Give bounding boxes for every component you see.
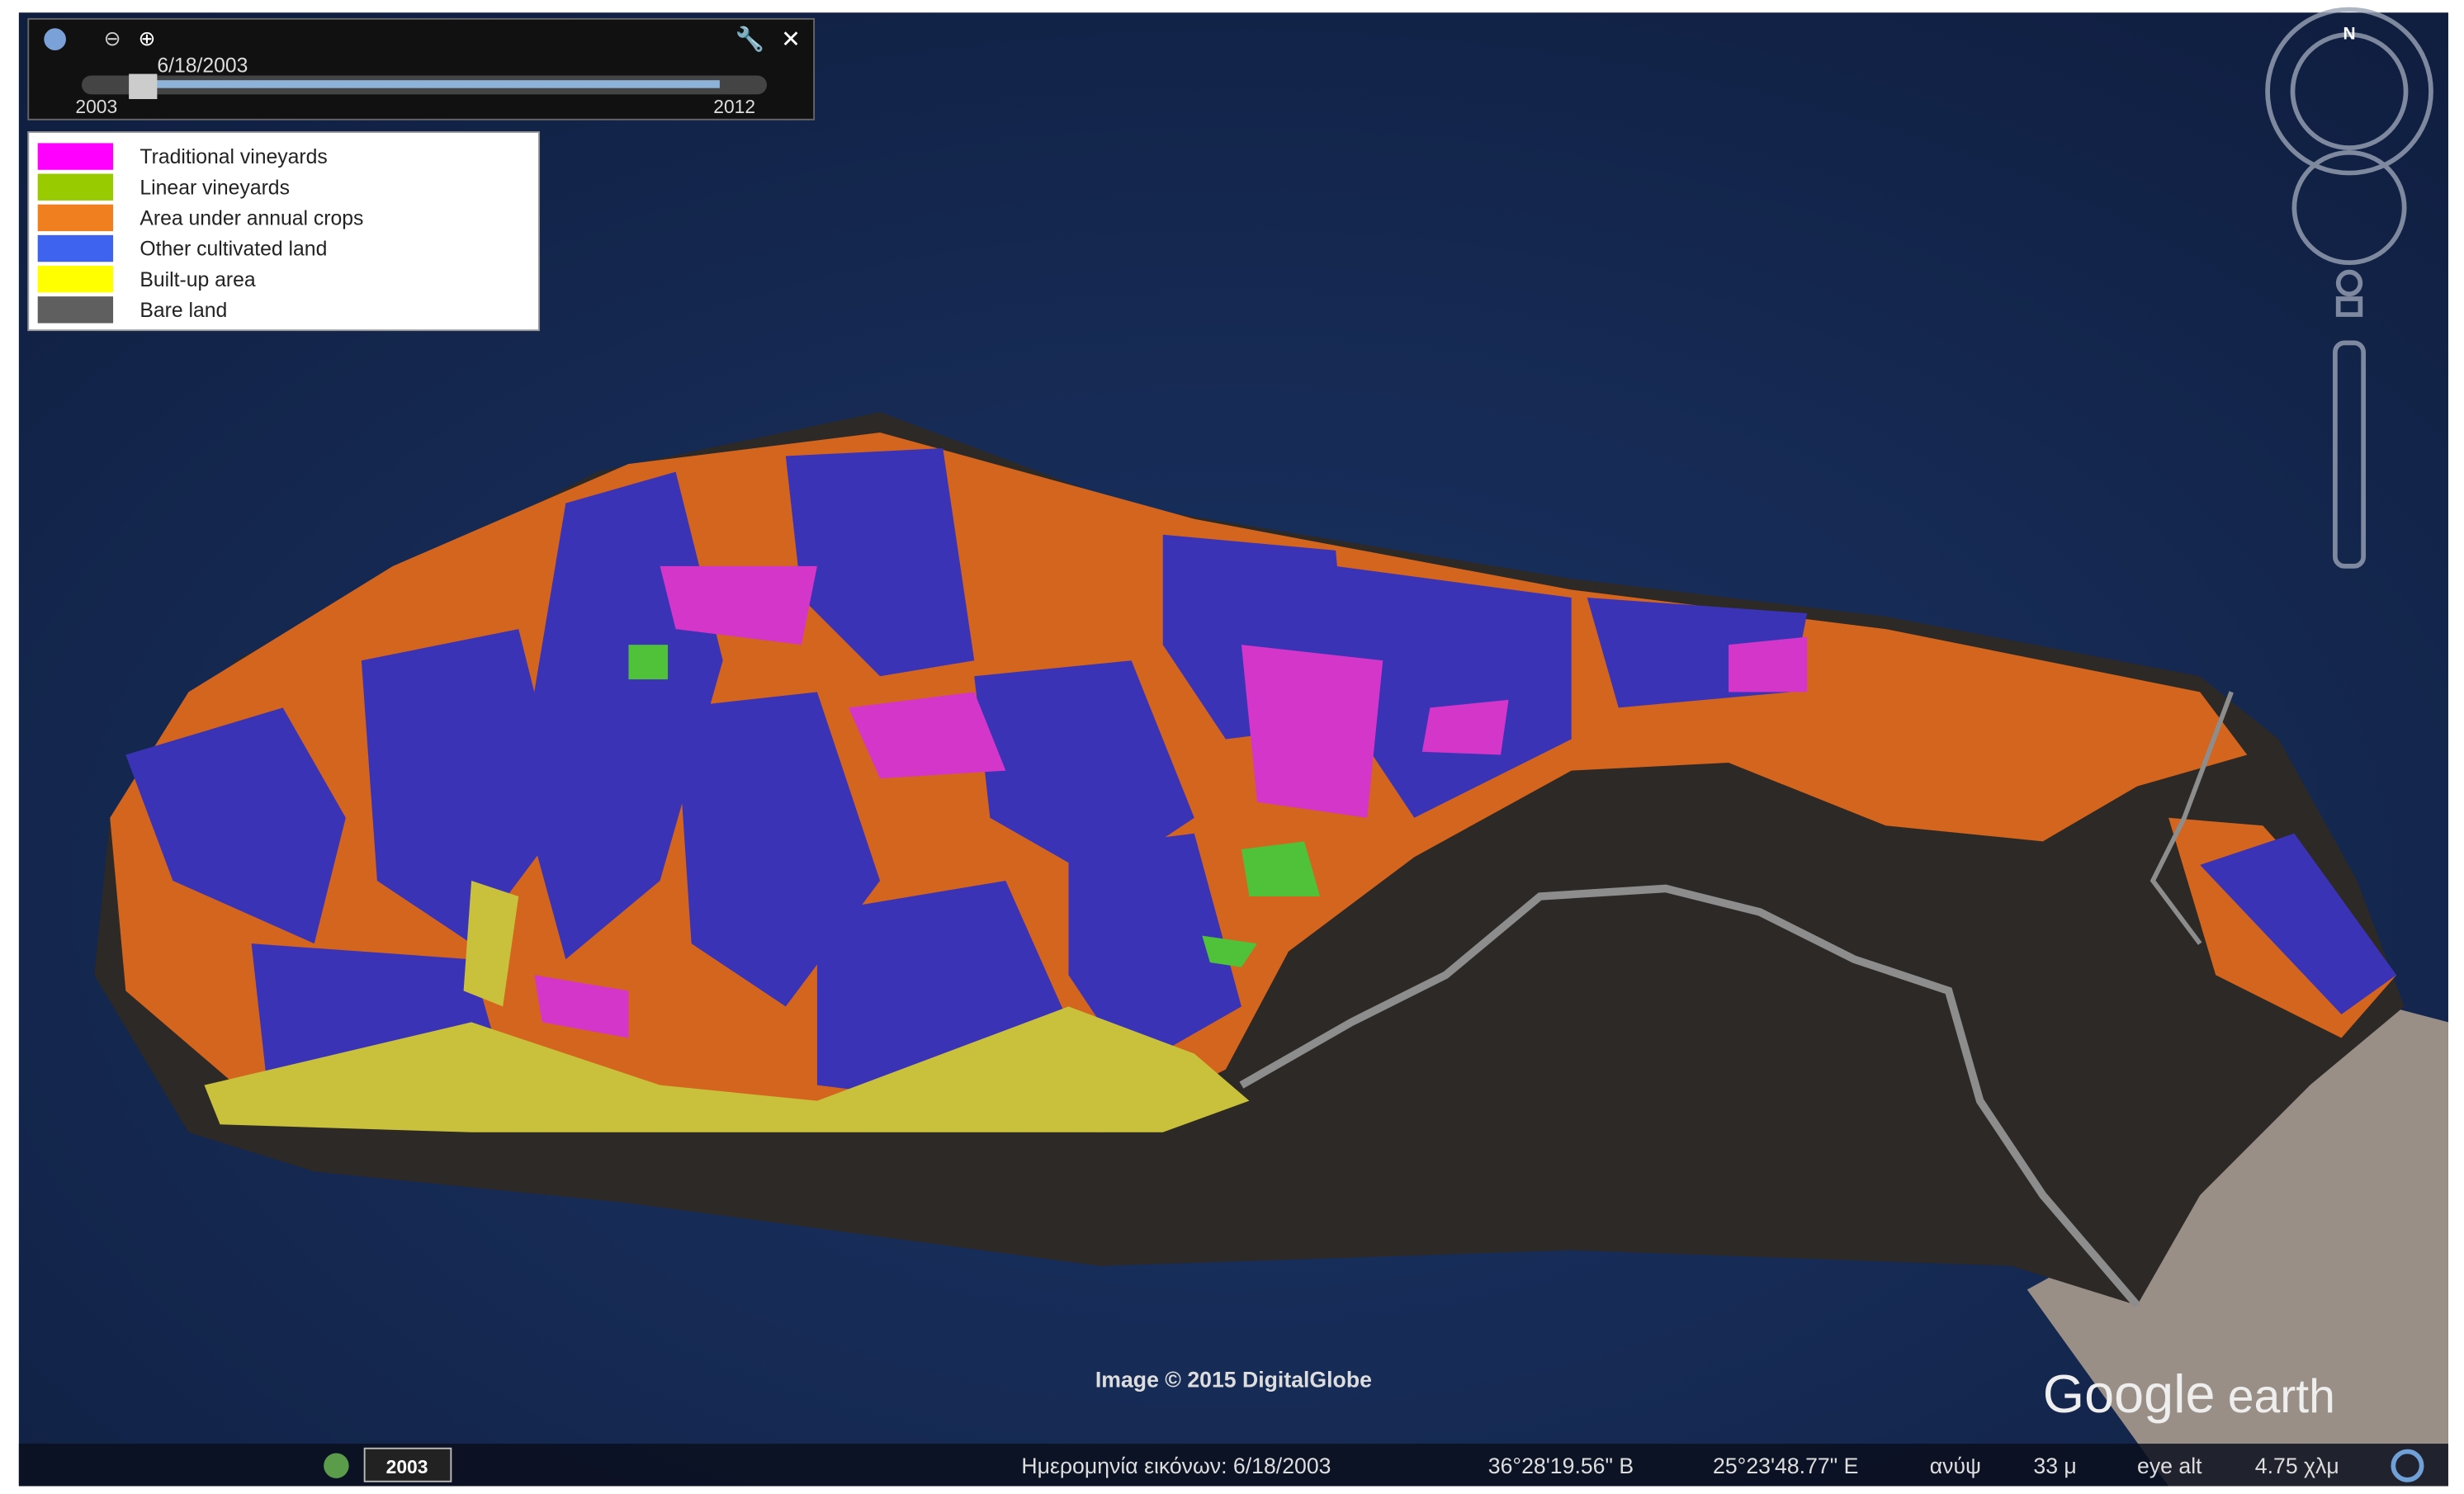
logo-brand: Google (2043, 1364, 2216, 1424)
legend-swatch (37, 296, 114, 324)
legend-label: Area under annual crops (140, 207, 363, 229)
street-view-body[interactable] (2335, 296, 2363, 317)
legend-label: Linear vineyards (140, 177, 290, 199)
elevation: 33 μ (2033, 1454, 2076, 1478)
longitude: 25°23'48.77" Ε (1713, 1454, 1858, 1478)
status-text: Ημερομηνία εικόνων: 6/18/2003 36°28'19.5… (1021, 1454, 2339, 1478)
traditional-vineyards (534, 565, 1808, 1038)
eye-alt: 4.75 χλμ (2255, 1454, 2339, 1478)
legend-swatch (37, 204, 114, 232)
zoom-in-icon[interactable]: ⊕ (139, 28, 156, 50)
road (1239, 884, 2140, 1308)
linear-vineyards (628, 645, 1321, 967)
patch (628, 645, 669, 680)
slider-date: 6/18/2003 (157, 55, 248, 78)
history-icon[interactable] (324, 1453, 349, 1478)
look-inner[interactable] (2290, 32, 2409, 150)
year-badge: 2003 (386, 1456, 428, 1477)
built-up (463, 880, 519, 1007)
eye-alt-label: eye alt (2137, 1454, 2202, 1478)
road (2149, 691, 2234, 945)
legend-box (27, 131, 540, 332)
settings-icon[interactable]: 🔧 (735, 25, 765, 53)
patch (1068, 833, 1241, 1070)
google-earth-logo: Google earth (2043, 1364, 2335, 1424)
logo-product: earth (2228, 1370, 2335, 1423)
legend-swatch (37, 265, 114, 293)
loading-indicator (2391, 1449, 2424, 1482)
zoom-slider[interactable] (2333, 340, 2367, 569)
patch (785, 448, 975, 677)
legend-swatch (37, 173, 114, 201)
patch (1241, 645, 1383, 818)
built-up (204, 1006, 1250, 1132)
patch (534, 975, 629, 1038)
street-view-icon[interactable] (2335, 269, 2363, 297)
close-icon[interactable]: ✕ (781, 26, 801, 53)
clock-icon[interactable] (44, 28, 66, 50)
year-badge-box[interactable] (363, 1447, 452, 1482)
slider-range (141, 80, 720, 88)
legend-swatch (37, 234, 114, 262)
slider-thumb[interactable] (129, 73, 158, 100)
legend: Traditional vineyards Linear vineyards Are… (27, 131, 540, 332)
patch (125, 707, 346, 944)
compass-north: N (2343, 25, 2355, 44)
slider-start: 2003 (75, 96, 117, 117)
legend-label: Built-up area (140, 269, 256, 291)
imagery-date: Ημερομηνία εικόνων: 6/18/2003 (1021, 1454, 1331, 1478)
patch (361, 629, 566, 944)
other-cultivated (125, 448, 2397, 1101)
attribution: Image © 2015 DigitalGlobe (1095, 1367, 1372, 1392)
patch (1421, 699, 1509, 755)
look-ring[interactable] (2265, 7, 2433, 176)
patch (1336, 565, 1572, 818)
patch (660, 565, 817, 645)
patch (2200, 833, 2397, 1014)
legend-label: Traditional vineyards (140, 146, 327, 168)
patch (848, 692, 1006, 779)
move-ring[interactable] (2291, 149, 2407, 266)
land-southeast (2027, 1006, 2448, 1487)
legend-label: Bare land (140, 300, 227, 322)
latitude: 36°28'19.56" Β (1488, 1454, 1634, 1478)
zoom-out-icon[interactable]: ⊖ (104, 28, 121, 50)
elevation-label: ανύψ (1930, 1454, 1981, 1478)
patch (1202, 935, 1257, 967)
patch (1729, 636, 1808, 693)
time-slider: ⊖ ⊕ 🔧 ✕ 6/18/2003 2003 2012 (27, 17, 816, 121)
legend-swatch (37, 143, 114, 170)
legend-label: Other cultivated land (140, 239, 327, 261)
patch (974, 660, 1194, 881)
navigation-controls (2265, 7, 2433, 569)
slider-end: 2012 (713, 96, 755, 117)
patch (1241, 841, 1321, 896)
time-slider-panel (27, 17, 816, 121)
